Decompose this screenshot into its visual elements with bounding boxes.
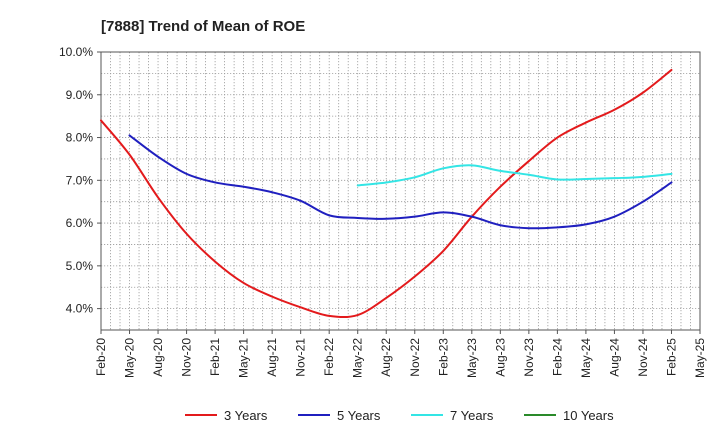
x-tick-label: Aug-22 — [379, 338, 393, 377]
plot-frame — [100, 51, 701, 331]
legend-item-5-years: 5 Years — [298, 408, 381, 423]
y-tick-label: 7.0% — [66, 173, 94, 187]
grid — [101, 51, 700, 330]
x-tick-label: Feb-23 — [436, 338, 450, 376]
series-line-5-years — [128, 134, 673, 230]
chart-title: [7888] Trend of Mean of ROE — [101, 18, 305, 35]
x-tick-label: May-20 — [123, 338, 137, 378]
x-tick-label: May-22 — [351, 338, 365, 378]
legend-label: 5 Years — [337, 408, 381, 423]
x-tick-label: Feb-21 — [208, 338, 222, 376]
legend-item-7-years: 7 Years — [411, 408, 494, 423]
x-tick-label: Nov-24 — [636, 338, 650, 377]
legend: 3 Years 5 Years 7 Years 10 Years — [185, 408, 614, 423]
x-tick-label: May-21 — [237, 338, 251, 378]
x-tick-label: May-24 — [579, 338, 593, 378]
series-line-3-years — [100, 68, 673, 319]
x-tick-label: Aug-24 — [607, 338, 621, 377]
series-lines — [100, 68, 673, 319]
y-tick-label: 6.0% — [66, 216, 94, 230]
legend-item-10-years: 10 Years — [524, 408, 614, 423]
legend-label: 10 Years — [563, 408, 614, 423]
x-tick-label: May-23 — [465, 338, 479, 378]
x-tick-label: Feb-25 — [664, 338, 678, 376]
x-tick-label: Nov-23 — [522, 338, 536, 377]
y-tick-label: 9.0% — [66, 88, 94, 102]
x-tick-label: Feb-24 — [550, 338, 564, 376]
x-tick-label: Feb-22 — [322, 338, 336, 376]
x-tick-label: Aug-20 — [151, 338, 165, 377]
x-tick-label: Nov-22 — [408, 338, 422, 377]
x-tick-label: Feb-20 — [94, 338, 108, 376]
legend-label: 7 Years — [450, 408, 494, 423]
x-tick-label: Aug-21 — [265, 338, 279, 377]
x-tick-label: May-25 — [693, 338, 707, 378]
x-tick-label: Nov-21 — [294, 338, 308, 377]
y-tick-label: 4.0% — [66, 302, 94, 316]
series-line-7-years — [356, 164, 673, 187]
legend-item-3-years: 3 Years — [185, 408, 268, 423]
y-tick-label: 8.0% — [66, 131, 94, 145]
plot-area — [101, 52, 700, 330]
legend-label: 3 Years — [224, 408, 268, 423]
x-tick-label: Aug-23 — [493, 338, 507, 377]
x-tick-label: Nov-20 — [180, 338, 194, 377]
y-tick-label: 10.0% — [59, 45, 93, 59]
y-tick-label: 5.0% — [66, 259, 94, 273]
axes: 4.0% 5.0% 6.0% 7.0% 8.0% 9.0% 10.0% Feb-20 May-2… — [59, 45, 707, 378]
